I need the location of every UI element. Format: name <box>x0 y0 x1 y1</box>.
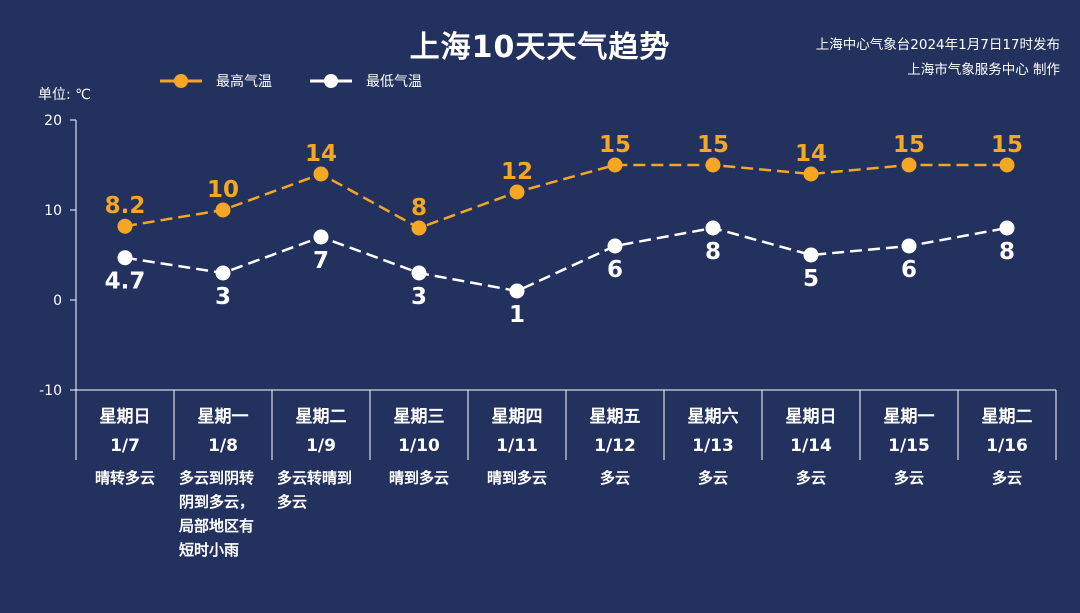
weather-description: 多云 <box>599 469 630 487</box>
x-weekday-label: 星期四 <box>492 407 543 427</box>
low-temp-point <box>117 250 133 266</box>
x-date-label: 1/7 <box>110 436 140 456</box>
high-temp-point <box>509 184 525 200</box>
high-temp-label: 15 <box>991 132 1023 158</box>
low-temp-point <box>705 220 721 236</box>
high-temp-point <box>117 218 133 234</box>
x-date-label: 1/8 <box>208 436 238 456</box>
low-temp-label: 8 <box>999 239 1015 265</box>
low-temp-label: 3 <box>411 284 427 310</box>
y-tick-label: -10 <box>39 383 62 399</box>
low-temp-point <box>607 238 623 254</box>
high-temp-point <box>999 157 1015 173</box>
high-temp-point <box>215 202 231 218</box>
weather-description: 多云 <box>893 469 924 487</box>
x-weekday-label: 星期一 <box>884 407 935 427</box>
low-temp-label: 4.7 <box>105 269 146 295</box>
y-tick-label: 10 <box>44 203 62 219</box>
x-weekday-label: 星期三 <box>394 407 445 427</box>
high-temp-point <box>901 157 917 173</box>
low-temp-label: 7 <box>313 248 329 274</box>
weather-description: 多云 <box>697 469 728 487</box>
weather-description: 晴到多云 <box>388 469 449 487</box>
legend-marker-1 <box>324 74 338 88</box>
high-temp-point <box>803 166 819 182</box>
series-line-high <box>124 163 1007 230</box>
high-temp-label: 12 <box>501 159 533 185</box>
x-date-label: 1/12 <box>594 436 636 456</box>
high-temp-label: 15 <box>697 132 729 158</box>
weather-description: 多云到阴转阴到多云，局部地区有短时小雨 <box>179 469 255 559</box>
low-temp-label: 3 <box>215 284 231 310</box>
high-temp-label: 10 <box>207 177 239 203</box>
high-temp-label: 15 <box>599 132 631 158</box>
legend-marker-0 <box>174 74 188 88</box>
weather-description: 晴转多云 <box>94 469 155 487</box>
high-temp-point <box>705 157 721 173</box>
low-temp-point <box>901 238 917 254</box>
high-temp-point <box>607 157 623 173</box>
x-date-label: 1/14 <box>790 436 832 456</box>
low-temp-point <box>411 265 427 281</box>
legend-label-0: 最高气温 <box>216 73 272 90</box>
x-date-label: 1/16 <box>986 436 1028 456</box>
x-date-label: 1/15 <box>888 436 930 456</box>
low-temp-label: 6 <box>607 257 623 283</box>
x-weekday-label: 星期日 <box>786 407 837 427</box>
unit-label: 单位: ℃ <box>38 87 91 103</box>
x-weekday-label: 星期六 <box>688 406 739 427</box>
x-weekday-label: 星期二 <box>296 407 347 427</box>
high-temp-point <box>313 166 329 182</box>
weather-description: 晴到多云 <box>486 469 547 487</box>
x-weekday-label: 星期日 <box>100 407 151 427</box>
x-date-label: 1/10 <box>398 436 440 456</box>
x-date-label: 1/9 <box>306 436 336 456</box>
weather-description: 多云转晴到多云 <box>277 469 353 511</box>
low-temp-point <box>803 247 819 263</box>
y-tick-label: 0 <box>53 293 62 309</box>
weather-description: 多云 <box>795 469 826 487</box>
issuer-line-2: 上海市气象服务中心 制作 <box>907 62 1060 78</box>
high-temp-label: 15 <box>893 132 925 158</box>
low-temp-label: 8 <box>705 239 721 265</box>
issuer-line-1: 上海中心气象台2024年1月7日17时发布 <box>815 37 1060 53</box>
high-temp-label: 14 <box>305 141 337 167</box>
high-temp-label: 14 <box>795 141 827 167</box>
x-date-label: 1/13 <box>692 436 734 456</box>
legend-label-1: 最低气温 <box>366 74 422 90</box>
low-temp-point <box>313 229 329 245</box>
x-weekday-label: 星期二 <box>982 407 1033 427</box>
issuer-info: 上海中心气象台2024年1月7日17时发布 上海市气象服务中心 制作 <box>816 33 1060 83</box>
high-temp-label: 8.2 <box>105 193 146 219</box>
weather-description: 多云 <box>991 469 1022 487</box>
x-weekday-label: 星期五 <box>590 407 641 427</box>
chart-title: 上海10天天气趋势 <box>409 30 671 65</box>
low-temp-point <box>215 265 231 281</box>
x-date-label: 1/11 <box>496 436 538 456</box>
high-temp-label: 8 <box>411 195 427 221</box>
low-temp-label: 6 <box>901 257 917 283</box>
high-temp-point <box>411 220 427 236</box>
x-weekday-label: 星期一 <box>198 407 249 427</box>
low-temp-label: 5 <box>803 266 819 292</box>
low-temp-label: 1 <box>509 302 525 328</box>
y-tick-label: 20 <box>44 113 62 129</box>
low-temp-point <box>999 220 1015 236</box>
low-temp-point <box>509 283 525 299</box>
series-line-low <box>124 226 1008 293</box>
